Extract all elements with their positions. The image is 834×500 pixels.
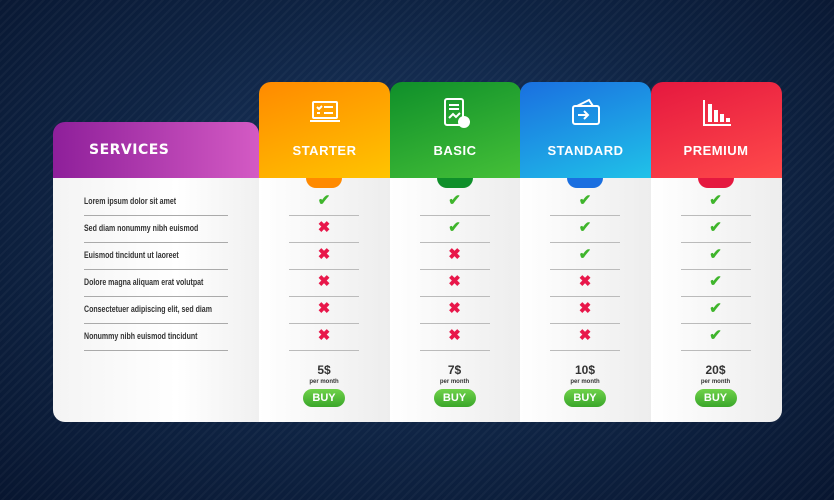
plan-price: 5$ [317, 363, 331, 377]
cross-icon: ✖ [550, 297, 620, 324]
feature-row: Sed diam nonummy nibh euismod [84, 216, 228, 243]
cross-icon: ✖ [419, 324, 490, 351]
feature-label: Dolore magna aliquam erat volutpat [84, 277, 204, 287]
cross-icon: ✖ [550, 324, 620, 351]
check-icon: ✔ [550, 216, 620, 243]
buy-button[interactable]: BUY [433, 389, 476, 407]
cross-icon: ✖ [289, 216, 359, 243]
price-period: per month [439, 379, 470, 385]
check-icon: ✔ [550, 189, 620, 216]
check-icon: ✔ [680, 297, 751, 324]
feature-label: Nonummy nibh euismod tincidunt [84, 331, 198, 341]
plan-card-standard [520, 178, 651, 422]
bar-chart-icon [699, 96, 733, 130]
plan-price: 10$ [574, 363, 596, 377]
cross-icon: ✖ [419, 270, 490, 297]
feature-label: Euismod tincidunt ut laoreet [84, 250, 179, 260]
price-period: per month [700, 379, 731, 385]
price-period: per month [570, 379, 600, 385]
plan-name: STARTER [292, 143, 357, 158]
laptop-checklist-icon [308, 96, 342, 130]
plan-header-standard: STANDARD [520, 82, 651, 178]
report-document-icon [438, 96, 472, 130]
header-tab [306, 178, 342, 188]
check-icon: ✔ [550, 243, 620, 270]
plan-card-starter [259, 178, 390, 422]
feature-row: Dolore magna aliquam erat volutpat [84, 270, 228, 297]
plan-header-starter: STARTER [259, 82, 390, 178]
check-icon: ✔ [680, 216, 751, 243]
check-icon: ✔ [289, 189, 359, 216]
cross-icon: ✖ [550, 270, 620, 297]
buy-button[interactable]: BUY [694, 389, 737, 407]
buy-button[interactable]: BUY [303, 389, 345, 407]
plan-name: BASIC [433, 143, 477, 158]
feature-row: Nonummy nibh euismod tincidunt [84, 324, 228, 351]
check-icon: ✔ [680, 270, 751, 297]
cross-icon: ✖ [419, 243, 490, 270]
header-tab [697, 178, 734, 188]
cross-icon: ✖ [419, 297, 490, 324]
plan-header-basic: BASIC [389, 82, 521, 178]
services-header: SERVICES [53, 122, 259, 178]
feature-row: Consectetuer adipiscing elit, sed diam [84, 297, 228, 324]
check-icon: ✔ [680, 189, 751, 216]
buy-button[interactable]: BUY [564, 389, 606, 407]
cross-icon: ✖ [289, 243, 359, 270]
feature-label: Lorem ipsum dolor sit amet [84, 196, 177, 206]
check-icon: ✔ [680, 324, 751, 351]
check-icon: ✔ [680, 243, 751, 270]
check-icon: ✔ [419, 189, 490, 216]
wallet-transfer-icon [569, 96, 603, 130]
header-tab [567, 178, 603, 188]
cross-icon: ✖ [289, 270, 359, 297]
feature-row: Euismod tincidunt ut laoreet [84, 243, 228, 270]
services-card [53, 178, 259, 422]
plan-name: PREMIUM [683, 143, 749, 158]
feature-label: Consectetuer adipiscing elit, sed diam [84, 304, 212, 314]
plan-card-premium [650, 178, 782, 422]
price-period: per month [309, 379, 339, 385]
cross-icon: ✖ [289, 297, 359, 324]
check-icon: ✔ [419, 216, 490, 243]
feature-label: Sed diam nonummy nibh euismod [84, 223, 199, 233]
cross-icon: ✖ [289, 324, 359, 351]
plan-card-basic [389, 178, 521, 422]
plan-header-premium: PREMIUM [650, 82, 782, 178]
plan-name: STANDARD [547, 143, 624, 158]
plan-price: 20$ [705, 363, 726, 377]
header-tab [436, 178, 473, 188]
feature-row: Lorem ipsum dolor sit amet [84, 189, 228, 216]
plan-price: 7$ [447, 363, 462, 377]
